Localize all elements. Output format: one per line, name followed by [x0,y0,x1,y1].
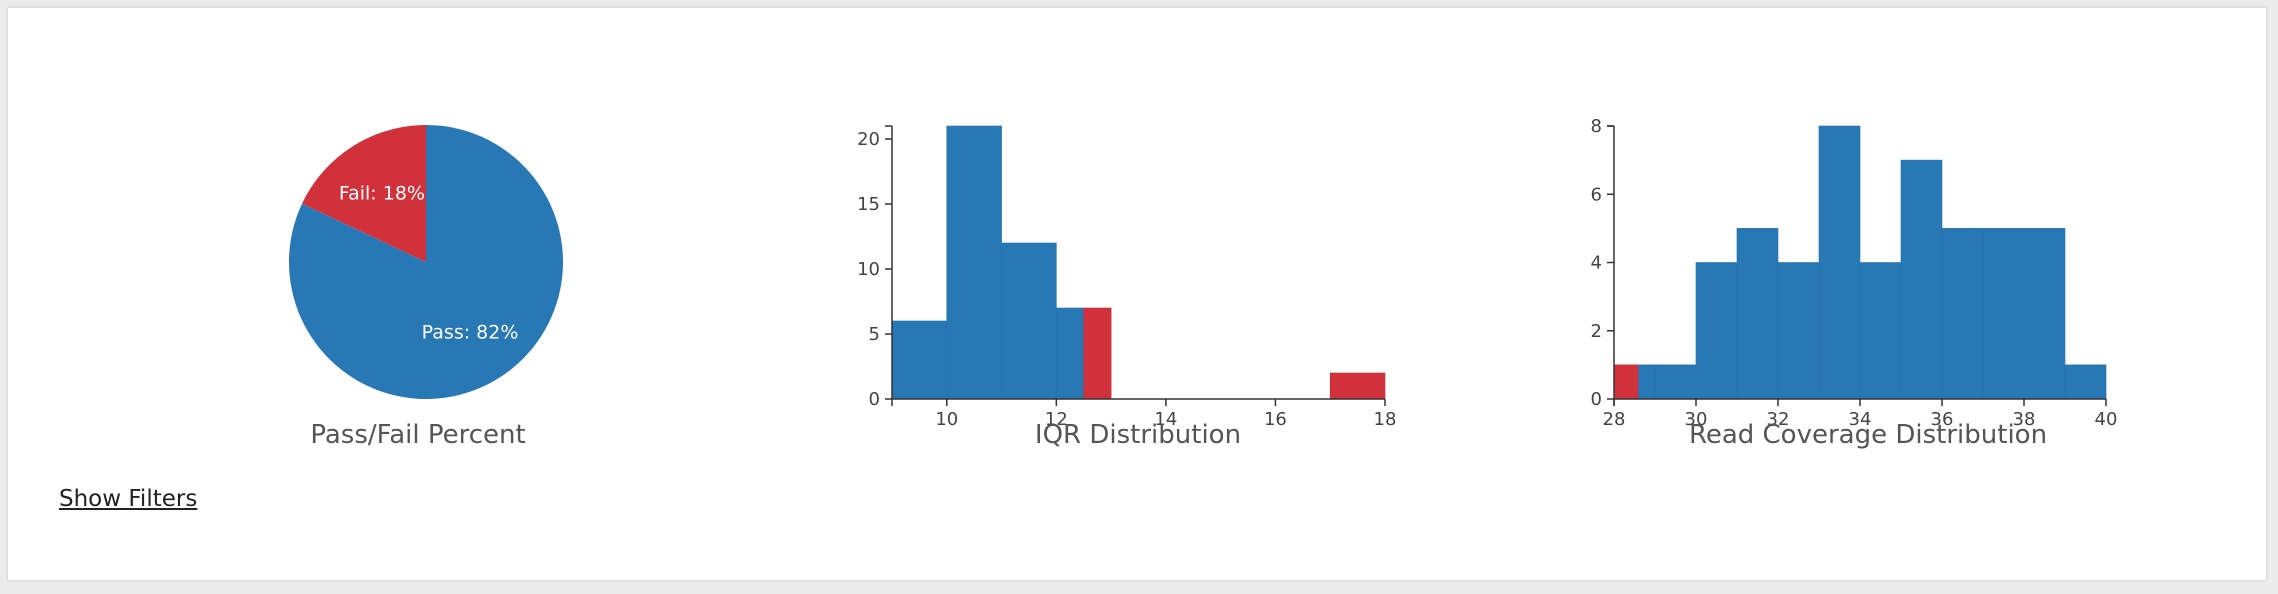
iqr-y-tick-label: 20 [857,129,880,150]
show-filters-link[interactable]: Show Filters [59,486,198,512]
iqr-x-tick-label: 12 [1045,409,1068,430]
coverage-x-tick-label: 36 [1931,409,1954,430]
coverage-bar-0[interactable] [1613,364,1639,400]
iqr-y-tick-label: 0 [869,389,880,410]
coverage-x-tick-label: 38 [2013,409,2036,430]
iqr-bar-0[interactable] [891,320,948,400]
coverage-bar-4[interactable] [1736,228,1779,400]
pie-chart-title: Pass/Fail Percent [310,420,526,450]
coverage-x-tick-label: 40 [2095,409,2118,430]
coverage-bar-10[interactable] [1982,228,2025,400]
pie-slice-fail[interactable] [302,125,426,262]
coverage-bar-8[interactable] [1900,159,1943,400]
summary-card: Pass: 82% Fail: 18% Pass/Fail Percent 0 5 1… [8,8,2266,580]
coverage-bar-11[interactable] [2023,228,2066,400]
coverage-chart-title: Read Coverage Distribution [1688,420,2048,450]
iqr-bar-1[interactable] [946,125,1002,400]
coverage-y-tick-label: 6 [1591,184,1602,205]
iqr-x-tick-label: 10 [935,409,958,430]
coverage-bar-3[interactable] [1695,262,1738,400]
iqr-bar-5[interactable] [1329,372,1386,400]
iqr-y-tick-label: 15 [857,194,880,215]
pie-label-pass: Pass: 82% [422,321,519,343]
pie-label-fail: Fail: 18% [339,183,425,205]
coverage-x-tick-label: 30 [1685,409,1708,430]
iqr-y-tick-label: 10 [857,259,880,280]
coverage-bar-2[interactable] [1654,364,1697,400]
coverage-bar-6[interactable] [1818,125,1861,400]
coverage-x-tick-label: 28 [1603,409,1626,430]
coverage-bar-12[interactable] [2064,364,2107,400]
coverage-y-tick-label: 2 [1591,321,1602,342]
iqr-bar-3[interactable] [1056,307,1085,400]
coverage-x-tick-label: 32 [1767,409,1790,430]
pass-fail-pie-chart: Pass: 82% Fail: 18% [289,125,563,399]
coverage-bar-1[interactable] [1638,364,1656,400]
read-coverage-histogram[interactable]: 0 2 4 6 8 28 30 32 34 36 38 40 [1568,108,2168,438]
iqr-x-tick-label: 14 [1154,409,1177,430]
coverage-bar-5[interactable] [1777,262,1820,400]
coverage-y-tick-label: 8 [1591,116,1602,137]
coverage-y-tick-label: 0 [1591,389,1602,410]
iqr-y-tick-label: 5 [869,324,880,345]
iqr-bar-4[interactable] [1083,307,1112,400]
iqr-bar-2[interactable] [1001,242,1057,400]
coverage-y-tick-label: 4 [1591,253,1602,274]
iqr-x-tick-label: 18 [1374,409,1397,430]
iqr-x-tick-label: 16 [1264,409,1287,430]
coverage-bar-7[interactable] [1859,262,1902,400]
iqr-chart-title: IQR Distribution [1034,420,1242,450]
coverage-bar-9[interactable] [1941,228,1984,400]
coverage-x-tick-label: 34 [1849,409,1872,430]
iqr-histogram[interactable]: 0 5 10 15 20 10 12 14 16 18 [848,108,1408,438]
